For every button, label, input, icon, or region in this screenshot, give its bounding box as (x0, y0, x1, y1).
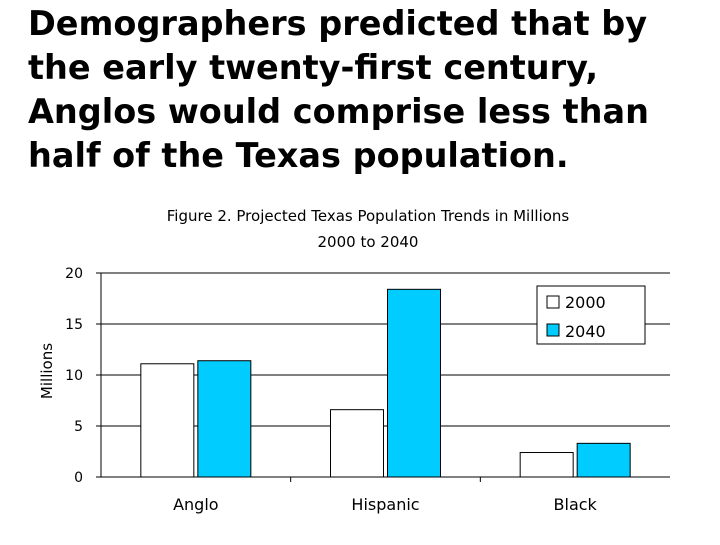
bar-chart: Figure 2. Projected Texas Population Tre… (38, 207, 670, 514)
chart-title: Figure 2. Projected Texas Population Tre… (167, 207, 570, 225)
chart-subtitle: 2000 to 2040 (318, 233, 419, 251)
legend-label-2000: 2000 (565, 293, 606, 312)
legend: 2000 2040 (536, 285, 646, 345)
x-category-label: Anglo (173, 495, 218, 514)
legend-swatch-2040 (546, 323, 560, 337)
bar-black-2040 (576, 442, 631, 478)
bar-hispanic-2000 (330, 409, 384, 478)
y-tick-label: 0 (74, 470, 83, 486)
x-category-label: Hispanic (351, 495, 419, 514)
legend-label-2040: 2040 (565, 322, 606, 341)
y-tick-label: 15 (65, 317, 83, 333)
y-tick-label: 10 (65, 368, 83, 384)
slide-title-line-1: Demographers predicted that by (28, 4, 648, 43)
bar-hispanic-2040 (387, 288, 441, 478)
grid-layer (101, 272, 670, 427)
bar-black-2000 (519, 452, 574, 478)
slide-title: Demographers predicted that by the early… (28, 2, 708, 178)
y-tick-label: 5 (74, 419, 83, 435)
axis-layer: 0 5 10 15 20 Anglo Hispanic Black (65, 266, 670, 514)
y-tick-label: 20 (65, 266, 83, 282)
legend-swatch-2000 (546, 295, 560, 309)
y-axis-label: Millions (38, 343, 56, 399)
slide-title-line-4: half of the Texas population. (28, 136, 569, 175)
x-category-label: Black (554, 495, 598, 514)
slide-title-line-3: Anglos would comprise less than (28, 92, 649, 131)
slide-title-line-2: the early twenty-first century, (28, 48, 599, 87)
bar-anglo-2000 (140, 363, 195, 478)
bar-anglo-2040 (197, 360, 252, 478)
chart-container: Figure 2. Projected Texas Population Tre… (0, 196, 720, 540)
